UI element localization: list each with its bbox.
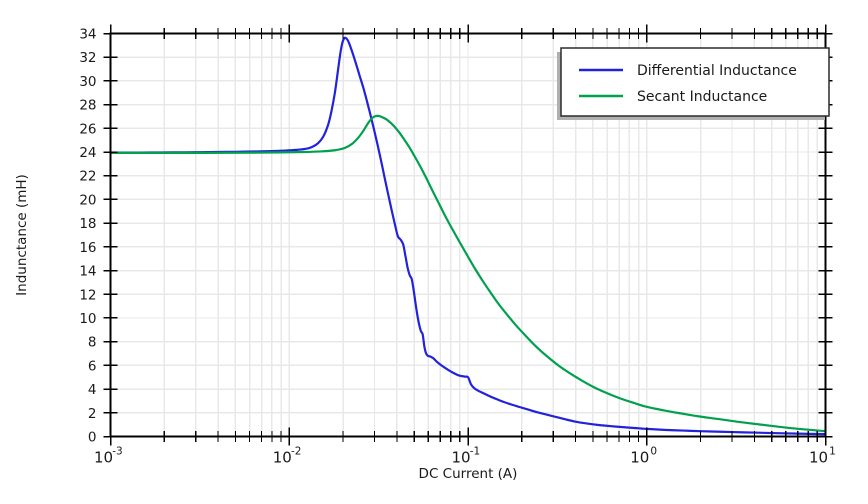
- y-tick-label: 2: [88, 406, 97, 422]
- grid-lines: [110, 33, 826, 437]
- svg-text:10: 10: [630, 449, 649, 467]
- x-tick-label: 10 -1: [451, 446, 480, 467]
- y-tick-label: 32: [79, 50, 96, 66]
- y-tick-label: 30: [79, 74, 96, 90]
- y-tick-label: 24: [79, 145, 96, 161]
- y-axis-title: Indunctance (mH): [14, 174, 30, 296]
- y-tick-label: 18: [79, 216, 96, 232]
- svg-text:10: 10: [809, 449, 828, 467]
- x-tick-label: 10 0: [630, 446, 657, 467]
- series-curve: [110, 114, 826, 433]
- y-tick-label: 10: [79, 311, 96, 327]
- y-tick-label: 4: [88, 382, 97, 398]
- x-tick-label: 10 -2: [273, 446, 302, 467]
- y-tick-label: 26: [79, 121, 96, 137]
- chart-legend: Differential Inductance Secant Inductance: [557, 47, 830, 120]
- y-tick-label: 8: [88, 335, 97, 351]
- y-tick-label: 22: [79, 169, 96, 185]
- svg-text:10: 10: [273, 449, 292, 467]
- y-tick-label: 20: [79, 192, 96, 208]
- svg-text:1: 1: [829, 446, 836, 458]
- y-tick-label: 16: [79, 240, 96, 256]
- svg-text:10: 10: [94, 449, 113, 467]
- svg-text:-2: -2: [291, 446, 301, 458]
- x-axis-tick-labels: 10 -3 10 -2 10 -1 10 0 10 1: [94, 446, 836, 467]
- svg-text:-1: -1: [470, 446, 480, 458]
- y-tick-label: 12: [79, 287, 96, 303]
- svg-text:0: 0: [650, 446, 657, 458]
- legend-label: Secant Inductance: [637, 89, 767, 105]
- legend-label: Differential Inductance: [637, 63, 797, 79]
- y-tick-label: 34: [79, 27, 96, 43]
- svg-text:-3: -3: [112, 446, 122, 458]
- svg-text:10: 10: [451, 449, 470, 467]
- y-tick-label: 14: [79, 264, 96, 280]
- series-lines: [110, 36, 826, 436]
- y-tick-label: 0: [88, 430, 97, 446]
- series-curve: [110, 36, 826, 436]
- x-tick-label: 10 -3: [94, 446, 123, 467]
- legend-box: [560, 47, 830, 117]
- x-axis-title: DC Current (A): [419, 466, 518, 482]
- x-tick-label: 10 1: [809, 446, 836, 467]
- y-tick-label: 6: [88, 358, 97, 374]
- y-tick-label: 28: [79, 98, 96, 114]
- axis-ticks: [103, 24, 833, 446]
